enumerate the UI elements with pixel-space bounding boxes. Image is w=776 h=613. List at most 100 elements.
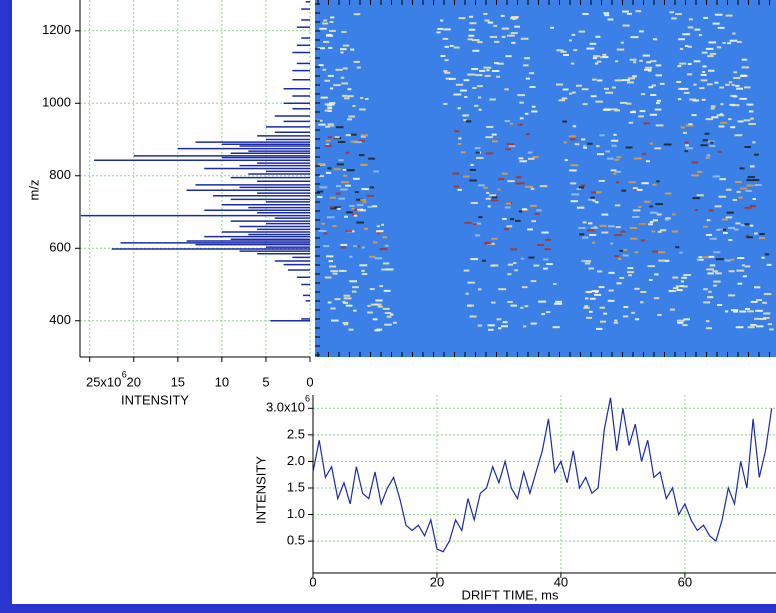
heatmap-cell: [734, 228, 739, 231]
heatmap-cell: [379, 285, 383, 288]
heatmap-cell: [603, 312, 608, 315]
heatmap-cell: [644, 200, 651, 203]
heatmap-cell: [650, 60, 657, 63]
heatmap-cell: [563, 141, 567, 144]
heatmap-cell: [630, 36, 639, 39]
heatmap-cell: [510, 32, 518, 35]
heatmap-cell: [502, 217, 507, 220]
heatmap-cell: [376, 225, 380, 228]
heatmap-cell: [345, 151, 350, 154]
heatmap-cell: [700, 144, 708, 147]
heatmap-cell: [355, 198, 364, 201]
heatmap-cell: [631, 311, 635, 314]
heatmap-cell: [506, 225, 513, 228]
heatmap-cell: [543, 258, 549, 261]
heatmap-cell: [527, 151, 533, 154]
heatmap-cell: [593, 55, 600, 58]
heatmap-cell: [756, 325, 764, 328]
heatmap-cell: [341, 94, 348, 97]
heatmap-cell: [581, 236, 589, 239]
heatmap-cell: [469, 168, 477, 171]
heatmap-cell: [736, 190, 741, 193]
heatmap-cell: [646, 61, 651, 64]
heatmap-cell: [372, 241, 378, 244]
heatmap-cell: [514, 25, 521, 28]
heatmap-cell: [675, 285, 680, 288]
heatmap-cell: [342, 300, 346, 303]
frame-strip: [0, 0, 12, 613]
heatmap-cell: [693, 60, 701, 63]
heatmap-cell: [747, 326, 755, 329]
heatmap-cell: [362, 201, 367, 204]
heatmap-cell: [737, 40, 742, 43]
heatmap-cell: [640, 290, 647, 293]
heatmap-cell: [708, 290, 712, 293]
heatmap-cell: [741, 74, 747, 77]
heatmap-cell: [575, 84, 582, 87]
heatmap-cell: [329, 196, 336, 199]
heatmap-cell: [496, 75, 501, 78]
heatmap-cell: [649, 211, 658, 214]
y-tick-label: 0.5: [287, 533, 305, 548]
heatmap-cell: [443, 102, 448, 105]
heatmap-cell: [386, 315, 392, 318]
heatmap-cell: [601, 213, 609, 216]
heatmap-cell: [717, 26, 725, 29]
heatmap-cell: [340, 76, 345, 79]
x-axis-label: INTENSITY: [121, 392, 189, 407]
heatmap-cell: [348, 328, 354, 331]
heatmap-cell: [656, 180, 660, 183]
heatmap-cell: [335, 68, 343, 71]
heatmap-cell: [728, 227, 736, 230]
heatmap-cell: [361, 273, 368, 276]
heatmap-cell: [590, 196, 595, 199]
heatmap-cell: [511, 16, 519, 19]
heatmap-cell: [588, 267, 594, 270]
heatmap-cell: [684, 150, 688, 153]
heatmap-cell: [726, 211, 734, 214]
heatmap-cell: [351, 207, 355, 210]
heatmap-cell: [546, 263, 553, 266]
heatmap-cell: [367, 311, 373, 314]
heatmap-cell: [477, 324, 483, 327]
heatmap-cell: [639, 59, 643, 62]
heatmap-cell: [584, 297, 589, 300]
heatmap-cell: [586, 47, 595, 50]
heatmap-cell: [649, 142, 654, 145]
heatmap-cell: [679, 62, 687, 65]
heatmap-cell: [545, 238, 551, 241]
heatmap-cell: [509, 122, 514, 125]
heatmap-cell: [638, 30, 644, 33]
heatmap-cell: [353, 309, 357, 312]
y-tick-label: 1000: [42, 95, 71, 110]
heatmap-cell: [366, 194, 374, 197]
heatmap-cell: [731, 104, 740, 107]
heatmap-cell: [384, 323, 392, 326]
heatmap-cell: [491, 196, 498, 199]
heatmap-cell: [358, 154, 365, 157]
heatmap-cell: [546, 311, 551, 314]
heatmap-cell: [350, 140, 357, 143]
heatmap-cell: [317, 47, 326, 50]
heatmap-cell: [558, 99, 566, 102]
heatmap-cell: [735, 326, 744, 329]
heatmap-cell: [361, 246, 365, 249]
heatmap-cell: [530, 204, 537, 207]
heatmap-cell: [477, 96, 482, 99]
y-tick-label: 2.0: [287, 453, 305, 468]
heatmap-cell: [454, 130, 460, 133]
heatmap-cell: [333, 84, 341, 87]
heatmap-cell: [467, 281, 475, 284]
heatmap-cell: [524, 185, 533, 188]
heatmap-cell: [683, 91, 690, 94]
heatmap-cell: [692, 197, 701, 200]
heatmap-cell: [472, 86, 477, 89]
heatmap-cell: [622, 315, 629, 318]
heatmap-cell: [327, 104, 333, 107]
heatmap-cell: [640, 93, 646, 96]
heatmap-cell: [685, 147, 693, 150]
heatmap-cell: [326, 216, 335, 219]
heatmap-cell: [732, 198, 738, 201]
heatmap-cell: [653, 38, 658, 41]
heatmap-cell: [737, 282, 743, 285]
